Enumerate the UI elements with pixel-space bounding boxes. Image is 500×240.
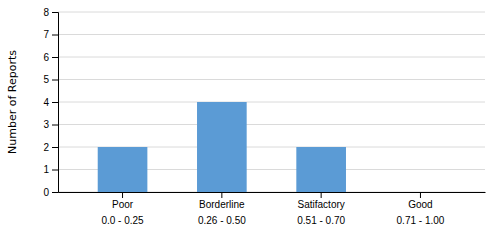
x-tick-label: Poor [112,199,134,210]
x-tick: Satifactory 0.51 - 0.70 [297,192,345,226]
y-tick-label: 5 [43,74,49,85]
grid-line [58,34,485,35]
y-tick: 8 [43,7,58,18]
y-tick-mark [52,125,58,126]
y-tick-mark [52,102,58,103]
x-tick: Good 0.71 - 1.00 [397,192,445,226]
x-subcategory-label: 0.51 - 0.70 [297,215,345,226]
y-tick: 1 [43,164,58,175]
bar [296,147,346,192]
x-tick-mark [321,192,322,198]
grid-line [58,124,485,125]
x-tick: Poor 0.0 - 0.25 [101,192,144,226]
bar [197,102,247,192]
y-tick-label: 2 [43,142,49,153]
x-subcategory-label: 0.71 - 1.00 [397,215,445,226]
y-tick-label: 0 [43,187,49,198]
y-tick: 6 [43,52,58,63]
grid-line [58,12,485,13]
x-tick: Borderline 0.26 - 0.50 [198,192,246,226]
chart: 0 1 2 3 4 5 6 7 8 Poor 0.0 - 0.25 Borderline 0.26 - … [0,0,500,240]
y-tick-label: 6 [43,52,49,63]
y-axis: 0 1 2 3 4 5 6 7 8 [43,7,58,198]
bars [98,102,346,192]
y-tick: 3 [43,119,58,130]
y-tick: 7 [43,29,58,40]
plot: 0 1 2 3 4 5 6 7 8 Poor 0.0 - 0.25 Borderline 0.26 - … [43,7,485,226]
y-tick-mark [52,192,58,193]
grid [58,12,485,192]
y-tick: 4 [43,97,58,108]
grid-line [58,57,485,58]
x-tick-label: Satifactory [298,199,345,210]
x-subcategory-label: 0.26 - 0.50 [198,215,246,226]
y-tick: 2 [43,142,58,153]
y-tick-label: 7 [43,29,49,40]
x-tick-mark [122,192,123,198]
y-tick-label: 3 [43,119,49,130]
grid-line [58,102,485,103]
y-tick-mark [52,147,58,148]
bar [396,192,446,193]
y-tick-mark [52,35,58,36]
x-tick-label: Borderline [199,199,245,210]
y-tick-mark [52,12,58,13]
y-tick-mark [52,57,58,58]
x-tick-mark [420,192,421,198]
y-axis-title: Number of Reports [6,50,19,154]
y-tick: 5 [43,74,58,85]
y-tick: 0 [43,187,58,198]
x-axis: Poor 0.0 - 0.25 Borderline 0.26 - 0.50 Satif… [59,192,486,226]
x-tick-mark [221,192,222,198]
y-tick-mark [52,80,58,81]
grid-line [58,79,485,80]
bar [98,147,148,192]
y-axis-line [52,13,59,193]
y-tick-mark [52,170,58,171]
y-tick-label: 8 [43,7,49,18]
y-tick-label: 4 [43,97,49,108]
x-tick-label: Good [408,199,432,210]
y-tick-label: 1 [43,164,49,175]
x-subcategory-label: 0.0 - 0.25 [101,215,144,226]
